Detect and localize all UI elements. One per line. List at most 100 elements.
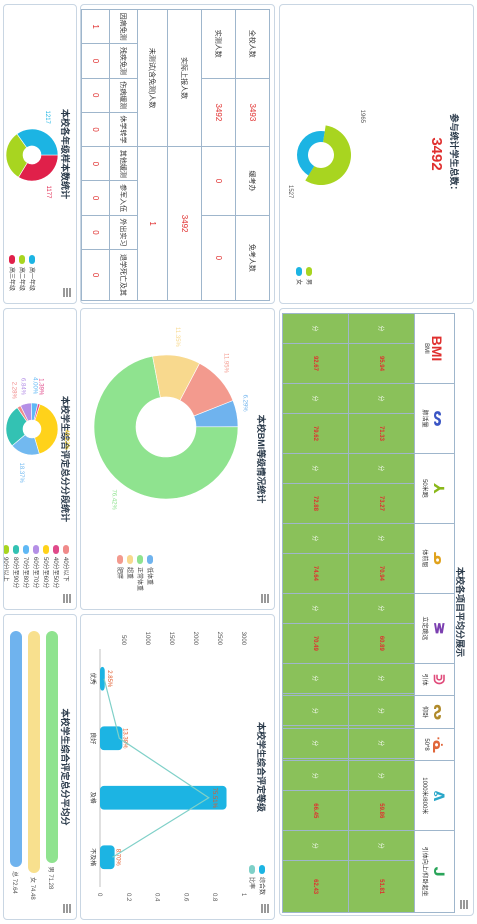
menu-icon[interactable] [460,900,468,909]
legend-item[interactable]: 高三年级 [6,255,16,291]
legend-item[interactable]: 60分至70分 [30,545,40,588]
grade-slice-label: 1217 [44,111,50,125]
score-unit: 分 [348,383,415,414]
cell-value: 0 [201,215,236,301]
grade-distribution-panel: 本校学生综合评定总分分段统计40.22%18.37%26.40%2.28%6.8… [3,308,77,610]
score-item-icon: ᓄ [431,551,448,565]
score-item-icon: ⅄ [431,483,448,494]
legend-item[interactable]: 综合数 [256,865,266,895]
grade-level-panel: 本校学生综合评定等级 3000 2500 2000 1500 1000 500 1 0.8 0.6… [80,614,275,920]
score-unit: 分 [348,695,415,726]
grade-slice [5,133,28,178]
rate-line [103,678,210,858]
cell-label: 实际上报人数 [167,9,202,147]
score-item-header: ⅄ 50米跑 [414,453,455,524]
score-unit: 分 [282,453,349,484]
legend-swatch [136,555,143,564]
score-item-icon: BMI [429,335,446,362]
menu-icon[interactable] [261,904,269,913]
menu-icon[interactable] [63,288,71,297]
score-item-icon: ᒍ [431,866,448,877]
score-item-header: ᓄ 体前屈 [414,523,455,594]
bmi-slice-label: 76.42% [110,489,116,510]
score-unit: 分 [348,830,415,861]
legend-item[interactable]: 70分至80分 [20,545,30,588]
panel-title: 本校学生综合评定总分平均分 [60,708,70,826]
legend-item[interactable]: 正常体重 [134,555,144,591]
legend-swatch [126,555,133,564]
grade-sample-pie: 117710981217 [5,111,59,199]
menu-icon[interactable] [63,904,71,913]
grade-slice [18,154,59,182]
legend-swatch [32,545,39,554]
x-tick: 不及格 [89,848,97,866]
legend-item[interactable]: 肥胖 [114,555,124,591]
legend: 男女 [293,267,313,285]
y-tick: 3000 [240,632,246,646]
bmi-slice [179,362,234,417]
menu-icon[interactable] [261,594,269,603]
cell-value: 3493 [235,78,270,147]
score-unit: 分 [348,760,415,791]
rate-label: 2.85% [106,670,112,688]
gender-label-female: 1527 [287,185,293,199]
total-value: 3492 [428,137,445,171]
rate-label: 13.38% [121,728,127,749]
score-value: 70.94 [348,553,415,594]
legend-item[interactable]: 男 [303,267,313,285]
dist-slice [33,403,41,421]
legend-item[interactable]: 低体重 [144,555,154,591]
cell-label: 实测人数 [201,9,236,79]
score-item-icon: ᔕ [431,410,448,427]
legend-item[interactable]: 80分至90分 [10,545,20,588]
legend-swatch [22,545,29,554]
legend-item[interactable]: 女 [293,267,303,285]
legend-item[interactable]: 40分以下 [60,545,70,588]
menu-icon[interactable] [63,594,71,603]
legend-swatch [18,255,25,264]
score-value: 51.81 [348,860,415,913]
legend: 40分以下 40分至50分 50分至60分 60分至70分 70分至80分 80分至90分… [3,545,70,588]
avg-score-label: 总 72.64 [11,871,17,894]
student-count-panel: 全校人数 3493 缓考办 免考人数 实测人数 3492 0 0 实际上报人数 3492 未测试(含… [80,4,275,304]
x-tick: 优秀 [89,673,97,685]
score-unit: 分 [282,313,349,344]
legend-item[interactable]: 超重 [124,555,134,591]
score-unit: 分 [282,593,349,624]
legend-item[interactable]: 比率 [246,865,256,895]
score-value: 62.43 [282,860,349,913]
score-item-header: ᒍ 引体向上/仰卧起坐 [414,830,455,913]
cell-label: 因病免测 [109,9,138,44]
score-unit: 分 [348,728,415,759]
legend-item[interactable]: 高一年级 [26,255,36,291]
score-value: 95.94 [348,343,415,384]
legend: 综合数 比率 [246,865,266,895]
dist-slice-label: 40.22% [63,429,69,450]
legend-item[interactable]: 90分以上 [3,545,10,588]
x-tick: 及格 [89,792,97,804]
grade-level-bar [99,845,115,870]
avg-score-bar [46,631,58,863]
dist-slice-label: 1.39% [37,378,43,396]
legend-item[interactable]: 50分至60分 [40,545,50,588]
avg-scores-table: BMI BMI ᔕ 肺活量 ⅄ 50米跑 ᓄ 体前屈 ᕒ 立定跳远 ᕲ 引体 ᔓ 仰卧 ᓍ 50*8 ᕕ 1000… [282,313,455,913]
score-unit: 分 [282,383,349,414]
legend-item[interactable]: 40分至50分 [50,545,60,588]
grade-sample-panel: 本校各年级样本数统计117710981217高一年级高二年级高三年级 [3,4,77,304]
legend-swatch [116,555,123,564]
total-students-panel: 参与统计学生总数： 3492 1965 1527 男女 [279,4,474,304]
cell-value: 3492 [167,146,202,301]
score-item-icon: ᕕ [431,790,448,802]
score-unit: 分 [282,523,349,554]
legend-swatch [42,545,49,554]
rate-label: 75.51% [211,788,217,809]
legend-swatch [3,545,9,554]
score-item-header: ᕲ 引体 [414,663,455,696]
legend-swatch [28,255,35,264]
grade-distribution-donut: 40.22%18.37%26.40%2.28%6.84%4.00%1.39% [5,377,69,484]
score-unit: 分 [348,523,415,554]
score-value: 70.49 [282,623,349,664]
legend-item[interactable]: 高二年级 [16,255,26,291]
score-item-header: ᕕ 1000米/800米 [414,760,455,831]
dist-slice-label: 2.28% [10,382,16,400]
